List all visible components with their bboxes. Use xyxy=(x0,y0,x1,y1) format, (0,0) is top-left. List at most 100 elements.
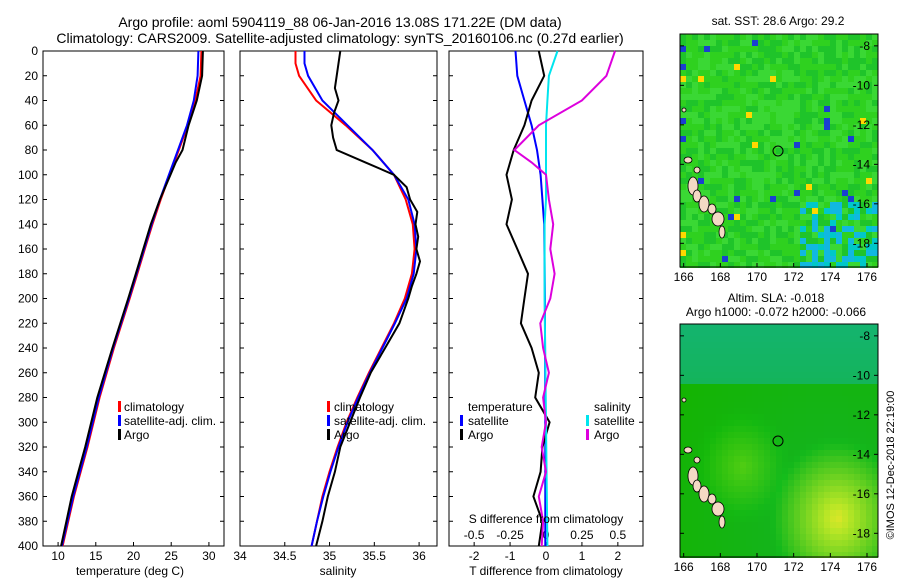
sst-pixel xyxy=(776,130,782,136)
sla-pixel xyxy=(806,324,812,330)
sla-pixel xyxy=(734,522,740,528)
sla-pixel xyxy=(794,546,800,552)
sla-pixel xyxy=(710,378,716,384)
sla-pixel xyxy=(758,546,764,552)
sla-pixel xyxy=(698,540,704,546)
sla-pixel xyxy=(686,534,692,540)
sst-pixel xyxy=(800,172,806,178)
sst-pixel xyxy=(728,40,734,46)
sst-pixel xyxy=(746,166,752,172)
sst-pixel xyxy=(764,52,770,58)
sst-pixel xyxy=(830,172,836,178)
sla-pixel xyxy=(710,408,716,414)
sst-pixel xyxy=(806,100,812,106)
sla-pixel xyxy=(770,324,776,330)
sla-pixel xyxy=(686,480,692,486)
sla-pixel xyxy=(806,342,812,348)
sla-pixel xyxy=(818,354,824,360)
sla-map-title-line2: Argo h1000: -0.072 h2000: -0.066 xyxy=(686,305,866,319)
sla-pixel xyxy=(740,402,746,408)
sst-pixel xyxy=(758,196,764,202)
sla-pixel xyxy=(680,408,686,414)
sla-pixel xyxy=(830,498,836,504)
sla-pixel xyxy=(758,330,764,336)
sla-pixel xyxy=(776,468,782,474)
sst-pixel xyxy=(770,82,776,88)
sst-pixel xyxy=(752,34,758,40)
sst-pixel xyxy=(710,226,716,232)
sst-pixel xyxy=(824,220,830,226)
sst-pixel xyxy=(680,148,686,154)
sla-pixel xyxy=(794,480,800,486)
sla-pixel xyxy=(764,546,770,552)
sla-pixel xyxy=(848,474,854,480)
sst-pixel xyxy=(788,172,794,178)
sst-pixel xyxy=(836,106,842,112)
depth-tick-label: 80 xyxy=(25,143,39,157)
sla-pixel xyxy=(854,402,860,408)
sst-pixel xyxy=(758,178,764,184)
sla-pixel xyxy=(746,384,752,390)
sla-pixel xyxy=(854,510,860,516)
sst-pixel xyxy=(716,184,722,190)
sst-pixel xyxy=(836,238,842,244)
sla-pixel xyxy=(842,402,848,408)
sst-pixel xyxy=(728,250,734,256)
sla-pixel xyxy=(704,474,710,480)
sla-pixel xyxy=(716,384,722,390)
sla-pixel xyxy=(788,456,794,462)
sla-pixel xyxy=(686,504,692,510)
sla-pixel xyxy=(854,384,860,390)
sla-pixel xyxy=(752,534,758,540)
sla-pixel xyxy=(722,396,728,402)
sla-pixel xyxy=(752,510,758,516)
sst-pixel xyxy=(758,46,764,52)
sla-pixel xyxy=(758,504,764,510)
sst-pixel xyxy=(806,214,812,220)
sst-pixel xyxy=(716,256,722,262)
sla-pixel xyxy=(680,384,686,390)
sla-pixel xyxy=(716,390,722,396)
sst-pixel xyxy=(806,202,812,208)
sla-pixel xyxy=(716,468,722,474)
sla-pixel xyxy=(752,480,758,486)
sla-pixel xyxy=(746,366,752,372)
sla-pixel xyxy=(746,396,752,402)
legend-climatology-label: climatology xyxy=(124,400,184,414)
sst-pixel xyxy=(782,178,788,184)
sla-pixel xyxy=(782,492,788,498)
sla-pixel xyxy=(866,462,872,468)
sla-pixel xyxy=(776,360,782,366)
sla-pixel xyxy=(860,450,866,456)
sst-pixel xyxy=(692,262,698,268)
sst-pixel xyxy=(692,244,698,250)
sst-pixel xyxy=(848,196,854,202)
sst-pixel xyxy=(776,106,782,112)
sla-pixel xyxy=(728,552,734,558)
sst-pixel xyxy=(770,94,776,100)
sla-pixel xyxy=(836,510,842,516)
sla-pixel xyxy=(794,426,800,432)
sla-pixel xyxy=(818,522,824,528)
sla-pixel xyxy=(764,396,770,402)
sla-pixel xyxy=(866,360,872,366)
sst-pixel xyxy=(800,244,806,250)
sst-pixel xyxy=(752,208,758,214)
sst-pixel xyxy=(800,130,806,136)
sla-pixel xyxy=(806,468,812,474)
sst-pixel xyxy=(692,148,698,154)
sla-pixel xyxy=(860,480,866,486)
sla-pixel xyxy=(776,450,782,456)
sst-pixel xyxy=(746,184,752,190)
sst-pixel xyxy=(848,220,854,226)
sla-pixel xyxy=(812,372,818,378)
sst-pixel xyxy=(710,40,716,46)
sst-pixel xyxy=(722,52,728,58)
sst-pixel xyxy=(830,208,836,214)
sla-pixel xyxy=(704,348,710,354)
sla-pixel xyxy=(764,480,770,486)
sla-pixel xyxy=(860,540,866,546)
sst-pixel xyxy=(866,82,872,88)
sst-pixel xyxy=(728,52,734,58)
sst-pixel xyxy=(866,34,872,40)
